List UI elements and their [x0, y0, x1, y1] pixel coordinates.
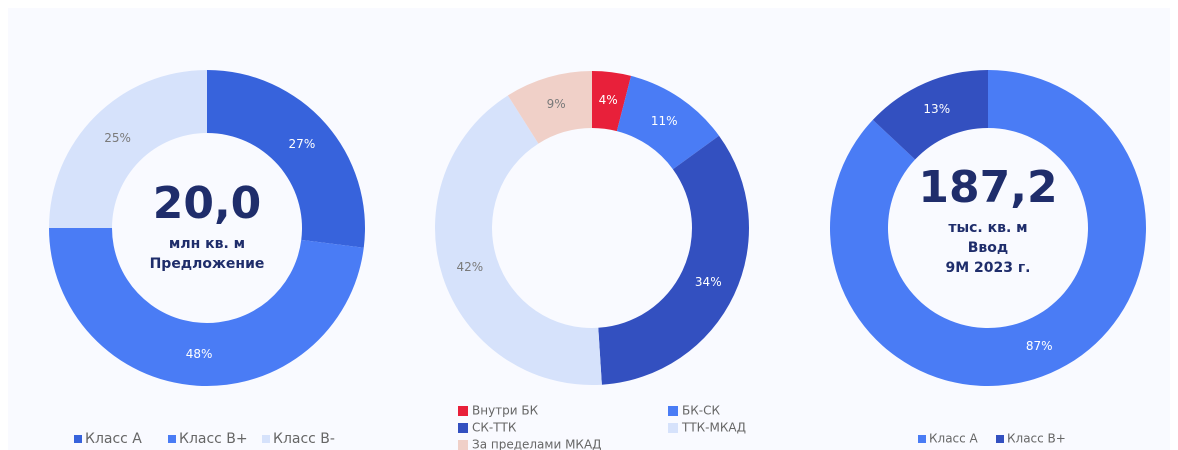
legend-label: За пределами МКАД	[472, 438, 602, 450]
value-label: 13%	[923, 102, 950, 116]
legend-swatch	[996, 435, 1004, 443]
donut-segment	[207, 70, 365, 248]
center-caption: млн кв. м	[169, 236, 245, 252]
donut-segment	[592, 71, 632, 132]
center-caption: тыс. кв. м	[948, 220, 1027, 236]
legend-label: Класс А	[85, 431, 142, 447]
value-label: 25%	[104, 131, 131, 145]
center-value: 20,0	[153, 178, 262, 229]
value-label: 9%	[547, 97, 566, 111]
legend-label: ТТК-МКАД	[681, 421, 746, 435]
legend-swatch	[918, 435, 926, 443]
donut-segment	[434, 95, 602, 385]
legend-label: Внутри БК	[472, 404, 539, 418]
legend-label: Класс В+	[179, 431, 248, 447]
donut-segment	[507, 71, 592, 144]
value-label: 87%	[1026, 339, 1053, 353]
legend-swatch	[458, 423, 468, 433]
center-caption: 9M 2023 г.	[945, 260, 1030, 276]
legend-swatch	[458, 406, 468, 416]
legend-label: Класс В-	[273, 431, 335, 447]
legend-label: СК-ТТК	[472, 421, 517, 435]
value-label: 4%	[599, 93, 618, 107]
value-label: 11%	[651, 114, 678, 128]
donut-segment	[598, 135, 750, 385]
value-label: 34%	[695, 275, 722, 289]
donut-segment	[616, 75, 720, 170]
donut-segment	[49, 228, 364, 387]
legend-label: БК-СК	[682, 404, 720, 418]
donut-segment	[49, 70, 207, 228]
center-value: 187,2	[918, 162, 1057, 213]
legend-label: Класс А	[929, 432, 979, 446]
legend-swatch	[668, 423, 678, 433]
legend-swatch	[74, 435, 82, 443]
center-caption: Ввод	[968, 240, 1008, 256]
donut-segment	[830, 70, 1146, 386]
legend-label: Класс В+	[1007, 432, 1066, 446]
value-label: 42%	[456, 260, 483, 274]
legend-swatch	[168, 435, 176, 443]
donut-segment	[872, 70, 988, 160]
legend-swatch	[458, 440, 468, 450]
value-label: 27%	[289, 137, 316, 151]
value-label: 48%	[186, 347, 213, 361]
center-caption: Предложение	[150, 256, 265, 272]
legend-swatch	[262, 435, 270, 443]
legend-swatch	[668, 406, 678, 416]
